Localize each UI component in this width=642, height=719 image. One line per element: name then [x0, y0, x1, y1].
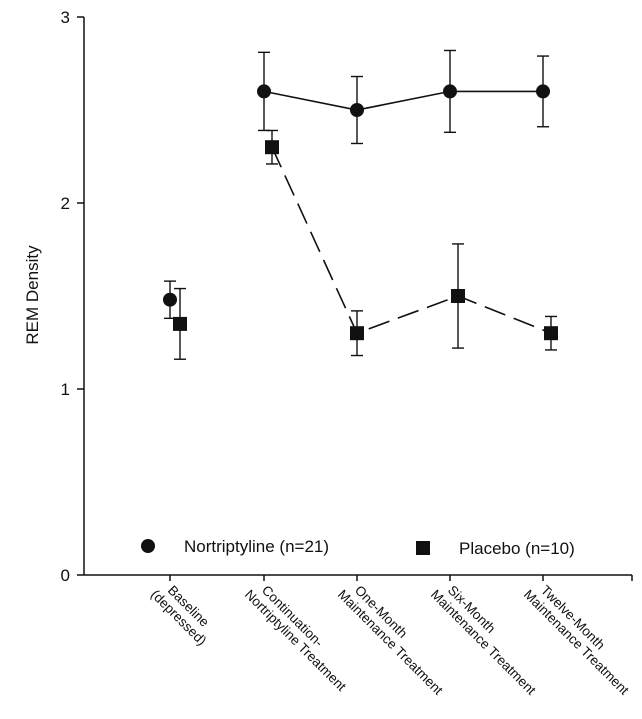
data-points	[163, 84, 558, 341]
data-point-square	[350, 326, 364, 341]
data-point-circle	[443, 84, 457, 99]
legend: Nortriptyline (n=21) Placebo (n=10)	[141, 537, 575, 558]
data-point-circle	[257, 84, 271, 99]
data-point-circle	[350, 103, 364, 117]
legend-marker-circle	[141, 539, 155, 553]
data-point-circle	[163, 292, 177, 307]
y-tick-label: 3	[61, 8, 70, 27]
series-lines	[263, 90, 552, 335]
y-tick-label: 0	[61, 566, 70, 585]
y-ticks: 0 1 2 3	[61, 8, 84, 585]
x-category-label: Twelve-MonthMaintenance Treatment	[521, 576, 642, 698]
x-category-label-line: Maintenance Treatment	[521, 587, 632, 698]
error-bars	[164, 49, 557, 360]
legend-label: Placebo (n=10)	[459, 539, 575, 558]
legend-label: Nortriptyline (n=21)	[184, 537, 329, 556]
legend-marker-square	[416, 541, 430, 555]
series-line	[263, 90, 543, 111]
series-line	[271, 146, 552, 335]
y-tick-label: 1	[61, 380, 70, 399]
x-category-labels: Baseline(depressed) Continuation-Nortript…	[148, 576, 642, 698]
x-category-label-line: Maintenance Treatment	[335, 587, 446, 698]
data-point-square	[451, 289, 465, 303]
data-point-square	[265, 140, 279, 155]
x-category-label-line: Nortriptyline Treatment	[242, 587, 349, 694]
axes	[83, 17, 633, 581]
x-category-label-line: Maintenance Treatment	[428, 587, 539, 698]
data-point-circle	[536, 84, 550, 99]
data-point-square	[173, 316, 187, 331]
y-axis-title: REM Density	[23, 245, 42, 345]
y-tick-label: 2	[61, 194, 70, 213]
data-point-square	[544, 326, 558, 341]
x-category-label: Baseline(depressed)	[148, 576, 220, 648]
